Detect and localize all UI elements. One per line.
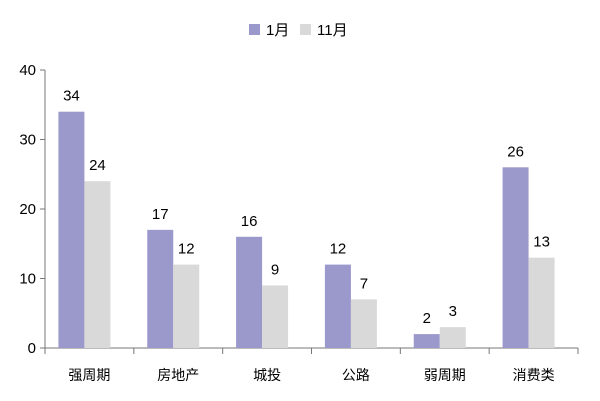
bar-series-1 [58,111,85,348]
data-label: 7 [360,275,368,292]
data-label: 12 [178,241,195,258]
data-label: 2 [423,310,431,327]
data-label: 13 [533,234,550,251]
x-tick-label: 强周期 [68,368,110,384]
bar-series-1 [502,167,529,348]
legend-label: 1月 [266,22,289,39]
y-tick-label: 40 [19,62,36,79]
bar-series-2 [173,264,200,348]
bars [58,111,555,348]
data-label: 26 [507,143,524,160]
bar-series-2 [84,181,111,348]
y-tick-label: 0 [28,340,36,357]
x-tick-label: 城投 [253,368,281,384]
data-label: 12 [330,241,347,258]
data-label: 24 [89,157,106,174]
x-tick-label: 消费类 [513,368,555,384]
data-label: 34 [63,88,80,105]
data-labels: 34 24 17 12 16 9 12 7 2 3 26 13 [63,88,550,327]
data-label: 17 [152,206,169,223]
y-tick-label: 10 [19,271,36,288]
bar-series-2 [262,285,289,348]
data-label: 9 [271,261,279,278]
data-label: 16 [241,213,258,230]
bar-series-1 [147,229,174,348]
bar-series-2 [350,299,377,348]
bar-series-2 [528,257,555,348]
x-tick-label: 房地产 [157,368,199,384]
bar-series-1 [324,264,351,348]
data-label: 3 [449,303,457,320]
legend-swatch [300,24,311,35]
legend-swatch [249,24,260,35]
bar-series-2 [439,327,466,348]
y-tick-label: 20 [19,201,36,218]
x-tick-label: 公路 [342,368,370,384]
bar-series-1 [413,334,440,348]
legend: 1月 11月 [249,22,348,39]
x-tick-label: 弱周期 [424,368,466,384]
y-tick-label: 30 [19,132,36,149]
legend-label: 11月 [317,22,348,39]
axes: 0 10 20 30 40 强周期 房地产 城投 公路 弱周期 消费类 [19,62,579,384]
bar-series-1 [236,236,263,348]
